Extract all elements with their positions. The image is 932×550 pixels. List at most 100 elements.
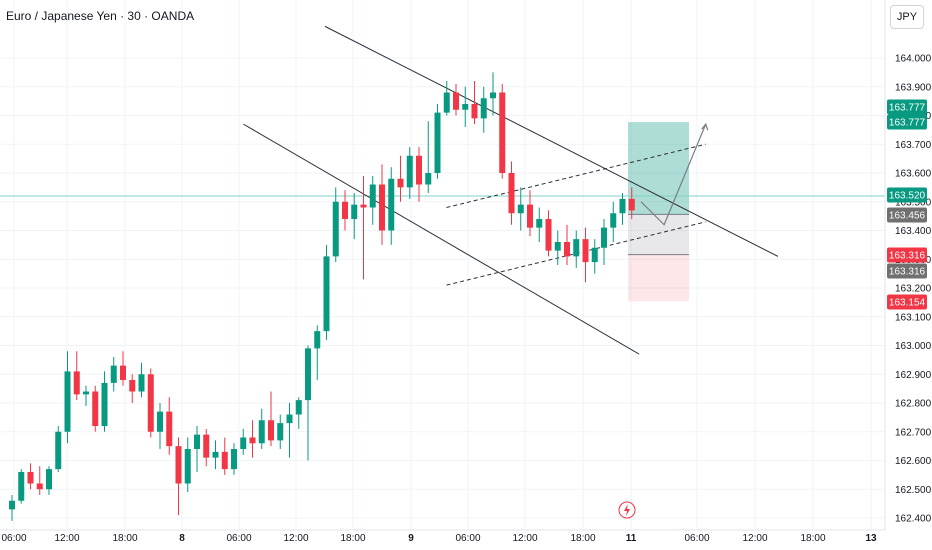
candle-body (101, 382, 108, 426)
time-tick-label: 18:00 (800, 533, 825, 544)
candle-body (545, 219, 552, 251)
candle-body (351, 204, 358, 219)
candle-body (129, 380, 136, 392)
price-tick-label: 163.600 (895, 169, 932, 180)
candle-body (360, 204, 367, 208)
time-tick-label: 9 (408, 533, 414, 544)
candle-body (36, 483, 43, 490)
price-tick-label: 163.400 (895, 226, 932, 237)
candle-body (369, 184, 376, 208)
candle-body (249, 437, 256, 444)
time-tick-label: 12:00 (283, 533, 308, 544)
candle-body (573, 239, 580, 257)
price-tick-label: 162.900 (895, 370, 932, 381)
candle-body (73, 371, 80, 395)
projection-arrowhead (701, 122, 709, 131)
candle-body (231, 449, 237, 470)
price-tag-label: 163.520 (889, 191, 926, 202)
candle-body (434, 112, 441, 173)
time-tick-label: 18:00 (340, 533, 365, 544)
profit-zone (628, 122, 689, 215)
price-tag (887, 187, 927, 203)
candle-body (416, 155, 422, 185)
price-tick-label: 163.200 (895, 284, 932, 295)
flag-line (446, 143, 706, 208)
price-tag (887, 207, 927, 223)
price-tick-label: 162.400 (895, 514, 932, 525)
candle-body (536, 219, 543, 228)
time-axis[interactable]: 06:00 12:00 18:00 8 06:00 12:00 18:00 9 06:00 12:… (1, 533, 877, 544)
candle-body (453, 92, 459, 110)
candle-body (46, 469, 52, 490)
candle-body (314, 331, 321, 349)
price-tick-label: 162.800 (895, 399, 932, 410)
candle-body (508, 173, 515, 214)
candle-body (332, 201, 339, 257)
grid (0, 0, 885, 530)
price-tag-label: 163.456 (889, 211, 926, 222)
candle-body (342, 201, 348, 219)
price-tag-label: 163.154 (889, 298, 926, 309)
price-tags: 163.777 163.777 163.520 163.456 163.316 163.3… (887, 99, 927, 310)
candle-body (240, 437, 247, 449)
candle-body (258, 420, 265, 444)
candle-body (527, 204, 533, 228)
price-tag-label: 163.316 (889, 267, 926, 278)
candle-body (221, 451, 228, 470)
price-tag (887, 99, 927, 115)
price-tick-label: 163.700 (895, 140, 932, 151)
time-tick-label: 8 (179, 533, 185, 544)
candle-body (601, 227, 607, 248)
candle-body (582, 239, 589, 263)
price-tick-label: 163.500 (895, 197, 932, 208)
time-tick-label: 12:00 (512, 533, 537, 544)
candle-body (628, 198, 635, 211)
candle-body (610, 213, 617, 228)
candle-body (490, 92, 496, 99)
candle-body (517, 204, 524, 214)
price-tick-label: 163.100 (895, 312, 932, 323)
price-tag-label: 163.777 (889, 118, 926, 129)
price-tag (887, 263, 927, 279)
candle-body (157, 411, 163, 432)
candle-body (379, 184, 385, 231)
candles (9, 72, 635, 521)
candle-body (92, 391, 99, 426)
candle-body (286, 414, 293, 424)
candle-body (619, 198, 626, 214)
channel-line (324, 25, 779, 257)
candle-body (27, 472, 34, 484)
candle-body (462, 104, 469, 110)
candle-body (591, 247, 598, 263)
price-tag (887, 114, 927, 130)
candle-body (397, 178, 404, 188)
price-tick-label: 164.000 (895, 54, 932, 65)
candle-body (471, 104, 478, 119)
candle-body (554, 242, 561, 251)
candle-body (166, 411, 173, 447)
candle-body (138, 374, 145, 392)
time-tick-label: 18:00 (112, 533, 137, 544)
candle-body (83, 391, 89, 395)
candle-body (55, 431, 62, 470)
candle-body (305, 348, 311, 401)
candle-body (443, 92, 450, 113)
time-tick-label: 06:00 (684, 533, 709, 544)
price-tick-label: 162.500 (895, 485, 932, 496)
flash-icon[interactable] (618, 501, 636, 519)
price-tag (887, 247, 927, 263)
price-tick-label: 163.900 (895, 82, 932, 93)
currency-button[interactable]: JPY (890, 5, 924, 29)
candle-body (277, 423, 284, 441)
candle-body (175, 446, 182, 484)
candle-body (499, 92, 506, 173)
candle-body (18, 472, 25, 501)
price-tick-label: 162.600 (895, 456, 932, 467)
candle-body (9, 500, 15, 510)
candle-body (212, 451, 219, 458)
candle-body (480, 98, 487, 119)
candle-body (64, 371, 71, 432)
loss-zone (628, 254, 689, 302)
candle-body (268, 420, 274, 441)
